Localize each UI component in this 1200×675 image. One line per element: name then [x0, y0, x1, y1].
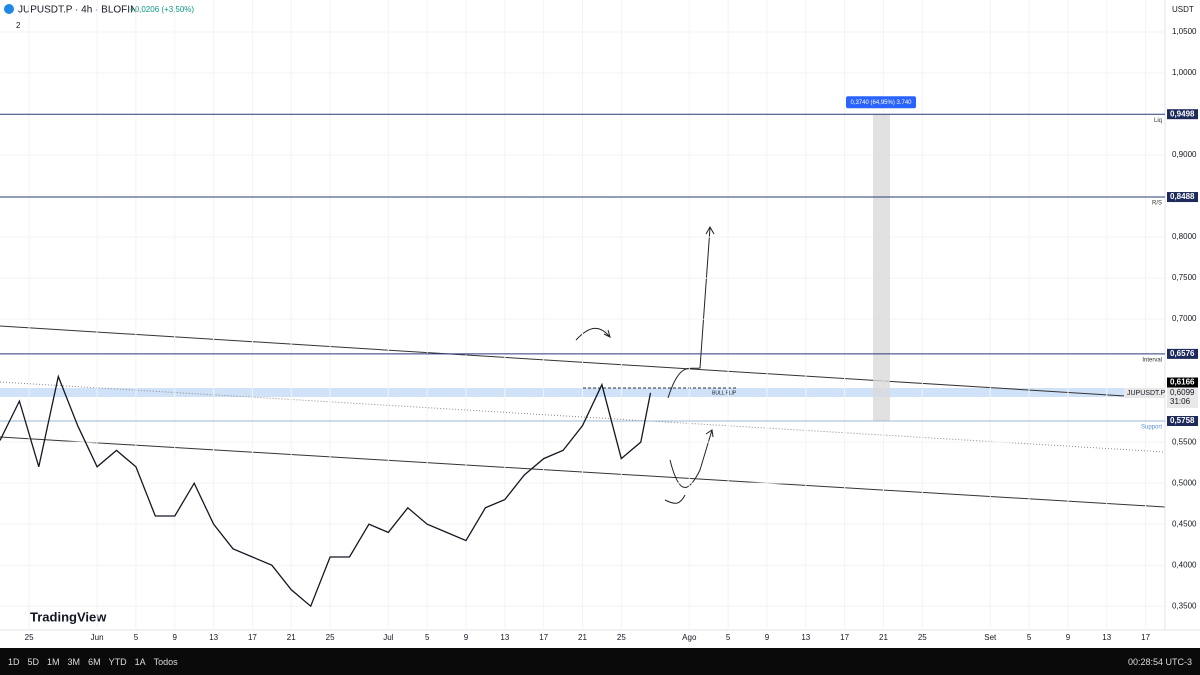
- level-tag: [1167, 109, 1198, 120]
- level-tag-label: 0,9498: [1170, 109, 1195, 118]
- arrow: [667, 225, 715, 399]
- y-tick-label: 0,4500: [1172, 519, 1197, 528]
- x-tick-label: 13: [801, 633, 810, 642]
- level-name: R/S: [1152, 201, 1162, 207]
- x-tick-label: 17: [539, 633, 548, 642]
- y-tick-label: 0,9000: [1172, 150, 1197, 159]
- y-tick-label: 0,8000: [1172, 232, 1197, 241]
- y-tick-label: 1,0000: [1172, 68, 1197, 77]
- range-button[interactable]: Todos: [153, 656, 178, 667]
- x-tick-label: 21: [287, 633, 296, 642]
- level-tag: [1167, 348, 1198, 359]
- x-tick-label: Jun: [91, 633, 104, 642]
- y-tick-label: 1,0500: [1172, 27, 1197, 36]
- currency: USDT: [1172, 5, 1194, 14]
- level-name: Interval: [1142, 357, 1162, 363]
- logo: TradingView: [30, 609, 107, 624]
- measure-label: 0,3740 (64,95%) 3.740: [850, 100, 912, 106]
- price-tag-label: 0,6166: [1170, 378, 1195, 387]
- x-tick-label: 17: [248, 633, 257, 642]
- symbol: JUPUSDT.P · 4h · BLOFIN: [18, 5, 137, 16]
- countdown: 31:06: [1170, 397, 1191, 406]
- range-button[interactable]: 1A: [134, 656, 146, 667]
- range-button[interactable]: 1M: [47, 656, 60, 667]
- range-button[interactable]: 1D: [8, 656, 20, 667]
- change: +0,0206 (+3,50%): [130, 5, 194, 14]
- symbol-icon: [4, 4, 14, 14]
- annotation: BULL FLIP: [712, 390, 737, 396]
- x-tick-label: 9: [765, 633, 770, 642]
- range-button[interactable]: YTD: [108, 656, 127, 667]
- y-tick-label: 0,7000: [1172, 314, 1197, 323]
- arrow: [575, 327, 611, 341]
- x-tick-label: 13: [1102, 633, 1111, 642]
- range-button[interactable]: 6M: [88, 656, 101, 667]
- x-tick-label: 25: [326, 633, 335, 642]
- x-tick-label: 5: [425, 633, 430, 642]
- y-tick-label: 0,3500: [1172, 601, 1197, 610]
- level-tag-label: 0,6576: [1170, 349, 1195, 358]
- x-tick-label: 13: [209, 633, 218, 642]
- x-tick-label: 21: [879, 633, 888, 642]
- x-tick-label: 5: [726, 633, 731, 642]
- x-tick-label: 5: [1027, 633, 1032, 642]
- level-name: Support: [1141, 425, 1162, 431]
- x-tick-label: 25: [25, 633, 34, 642]
- y-tick-label: 0,4000: [1172, 560, 1197, 569]
- x-tick-label: 13: [500, 633, 509, 642]
- chart: JUPUSDT.P · 4h · BLOFIN +0,0206 (+3,50%)…: [0, 0, 1200, 642]
- level-tag-label: 0,5758: [1170, 416, 1195, 425]
- last-price-label: 0,6099: [1170, 388, 1195, 397]
- x-tick-label: 9: [1066, 633, 1071, 642]
- trend-line: [0, 325, 1126, 397]
- y-tick-label: 0,5500: [1172, 437, 1197, 446]
- indicators: 2: [16, 21, 21, 30]
- x-tick-label: Ago: [682, 633, 697, 642]
- y-tick-label: 0,5000: [1172, 478, 1197, 487]
- x-tick-label: 9: [173, 633, 178, 642]
- price-line: [0, 374, 652, 608]
- x-tick-label: 17: [1141, 633, 1150, 642]
- symbol-tag: [1124, 388, 1165, 399]
- measure: [873, 114, 890, 421]
- symbol-tag-label: JUPUSDT.P: [1127, 390, 1165, 397]
- last-price-tag: [1167, 388, 1198, 409]
- range-button[interactable]: 5D: [27, 656, 40, 667]
- x-tick-label: 25: [617, 633, 626, 642]
- price-tag: [1167, 377, 1198, 388]
- level-tag: [1167, 192, 1198, 203]
- level-name: Liq: [1154, 118, 1162, 124]
- trend-line: [0, 381, 1166, 453]
- x-tick-label: 9: [464, 633, 469, 642]
- range-button[interactable]: 3M: [67, 656, 81, 667]
- level-tag: [1167, 415, 1198, 426]
- x-tick-label: 21: [578, 633, 587, 642]
- arrow: [664, 429, 714, 504]
- x-tick-label: Set: [984, 633, 997, 642]
- x-tick-label: 17: [840, 633, 849, 642]
- y-tick-label: 0,7500: [1172, 273, 1197, 282]
- x-tick-label: 25: [918, 633, 927, 642]
- level-tag-label: 0,8488: [1170, 192, 1195, 201]
- clock[interactable]: 00:28:54 UTC-3: [1127, 656, 1192, 667]
- measure-label-bg: [846, 96, 916, 109]
- x-tick-label: Jul: [383, 633, 393, 642]
- x-tick-label: 5: [134, 633, 139, 642]
- toolbar: 1D 5D 1M 3M 6M YTD 1A Todos 00:28:54 UTC-3: [0, 648, 1200, 675]
